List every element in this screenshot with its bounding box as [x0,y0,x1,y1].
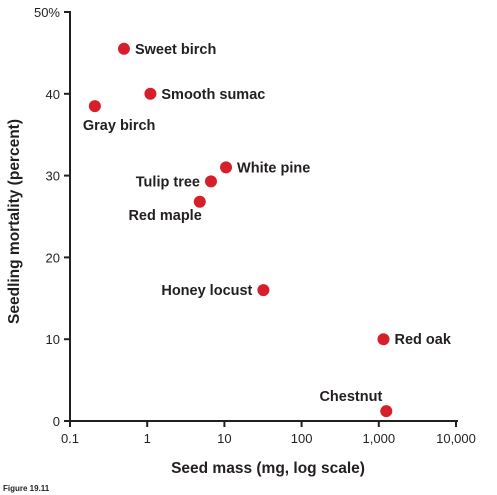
data-point [88,100,101,113]
y-tick-label: 20 [46,250,60,265]
data-point [117,42,130,55]
figure-caption: Figure 19.11 [3,484,50,493]
y-tick-label: 30 [46,169,60,184]
point-label: Gray birch [83,118,156,134]
point-label: Red oak [394,332,451,348]
y-tick-label: 50% [34,5,60,20]
x-axis-label: Seed mass (mg, log scale) [171,460,365,477]
point-label: Sweet birch [135,42,216,58]
chart-ticks: 0.1 1 10 100 1,000 10,000 0 10 20 30 40 50% [34,5,476,446]
y-tick-label: 40 [46,87,60,102]
x-tick-label: 100 [291,431,313,446]
chart-points: Sweet birch Smooth sumac Gray birch White p… [83,42,452,418]
point-label: Tulip tree [136,174,200,190]
x-tick-label: 1,000 [363,431,396,446]
chart-axes [69,11,458,422]
data-point [257,284,270,297]
x-tick-label: 10 [217,431,231,446]
x-tick-label: 10,000 [436,431,476,446]
point-label: White pine [237,160,310,176]
point-label: Honey locust [161,283,252,299]
data-point [144,87,157,100]
data-point [380,405,393,418]
point-label: Chestnut [319,389,382,405]
y-tick-label: 10 [46,332,60,347]
data-point [220,161,233,174]
data-point [204,175,217,188]
y-axis-label: Seedling mortality (percent) [6,119,23,324]
data-point [193,195,206,208]
y-tick-label: 0 [53,414,60,429]
point-label: Smooth sumac [161,87,265,103]
point-label: Red maple [128,208,201,224]
x-tick-label: 1 [144,431,151,446]
data-point [377,333,390,346]
x-tick-label: 0.1 [61,431,79,446]
